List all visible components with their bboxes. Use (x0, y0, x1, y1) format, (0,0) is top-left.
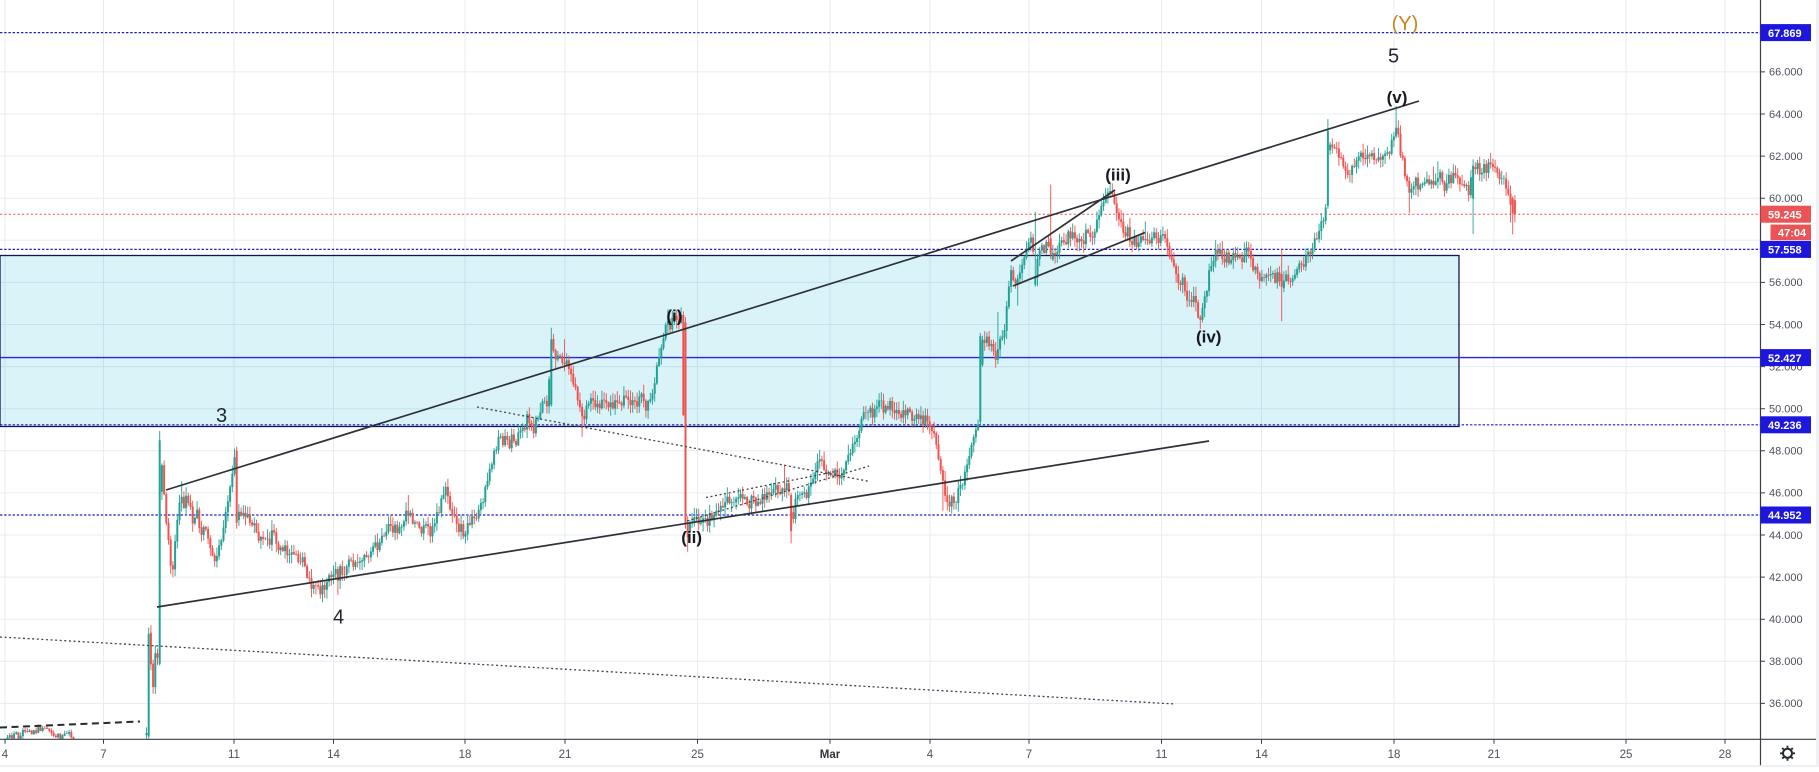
svg-text:7: 7 (100, 749, 106, 761)
svg-text:54.000: 54.000 (1769, 319, 1803, 331)
svg-text:44.952: 44.952 (1768, 510, 1802, 522)
svg-text:28: 28 (1719, 749, 1732, 761)
svg-text:4: 4 (2, 749, 9, 761)
svg-text:4: 4 (927, 749, 934, 761)
svg-text:59.245: 59.245 (1768, 209, 1802, 221)
svg-text:14: 14 (1255, 749, 1268, 761)
svg-text:(iv): (iv) (1196, 328, 1222, 347)
svg-text:47:04: 47:04 (1778, 228, 1807, 240)
svg-text:(iii): (iii) (1105, 166, 1131, 185)
svg-text:66.000: 66.000 (1769, 67, 1803, 79)
svg-text:57.558: 57.558 (1768, 245, 1802, 257)
svg-text:21: 21 (1488, 749, 1501, 761)
svg-text:67.869: 67.869 (1768, 28, 1802, 40)
svg-text:21: 21 (559, 749, 572, 761)
svg-text:(i): (i) (666, 306, 682, 325)
svg-text:18: 18 (459, 749, 472, 761)
svg-text:52.427: 52.427 (1768, 353, 1802, 365)
svg-text:62.000: 62.000 (1769, 151, 1803, 163)
svg-text:46.000: 46.000 (1769, 488, 1803, 500)
svg-text:40.000: 40.000 (1769, 614, 1803, 626)
svg-text:60.000: 60.000 (1769, 193, 1803, 205)
svg-text:36.000: 36.000 (1769, 698, 1803, 710)
svg-text:11: 11 (1156, 749, 1168, 761)
svg-text:25: 25 (1620, 749, 1633, 761)
svg-text:48.000: 48.000 (1769, 446, 1803, 458)
svg-text:38.000: 38.000 (1769, 656, 1803, 668)
svg-text:7: 7 (1026, 749, 1032, 761)
svg-text:14: 14 (327, 749, 340, 761)
svg-text:64.000: 64.000 (1769, 109, 1803, 121)
svg-text:18: 18 (1388, 749, 1401, 761)
svg-text:56.000: 56.000 (1769, 277, 1803, 289)
svg-text:(ii): (ii) (681, 528, 702, 547)
svg-text:25: 25 (691, 749, 704, 761)
svg-text:11: 11 (228, 749, 240, 761)
svg-text:(v): (v) (1387, 88, 1408, 107)
svg-text:49.236: 49.236 (1768, 420, 1802, 432)
svg-text:4: 4 (333, 607, 344, 629)
svg-text:3: 3 (216, 405, 227, 427)
svg-text:(Y): (Y) (1392, 13, 1419, 35)
svg-text:5: 5 (1388, 45, 1399, 67)
svg-text:42.000: 42.000 (1769, 572, 1803, 584)
svg-text:Mar: Mar (820, 749, 841, 761)
svg-text:44.000: 44.000 (1769, 530, 1803, 542)
svg-text:50.000: 50.000 (1769, 404, 1803, 416)
